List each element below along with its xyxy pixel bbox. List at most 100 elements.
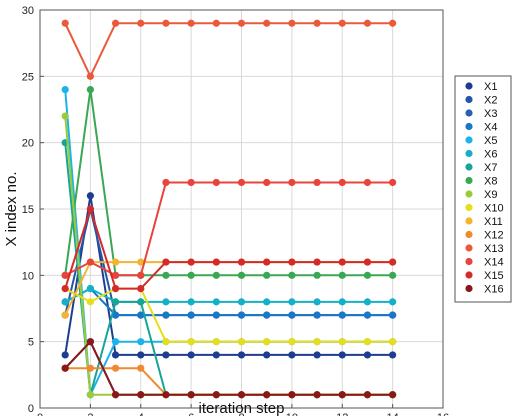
- x-tick-label: 4: [138, 412, 144, 416]
- data-point: [61, 19, 69, 27]
- data-point: [86, 338, 94, 346]
- data-point: [338, 311, 346, 319]
- data-point: [237, 391, 246, 399]
- legend-marker: [465, 257, 473, 266]
- data-point: [86, 192, 94, 200]
- data-point: [212, 391, 220, 399]
- legend-label: X2: [484, 95, 497, 107]
- data-point: [86, 391, 94, 399]
- series-x1: [61, 192, 397, 359]
- data-point: [162, 19, 170, 27]
- x-tick-label: 12: [336, 412, 348, 416]
- y-tick-label: 30: [22, 5, 34, 17]
- data-point: [86, 298, 94, 306]
- data-point: [338, 338, 346, 346]
- data-point: [237, 351, 246, 359]
- data-point: [389, 19, 397, 27]
- data-point: [338, 271, 346, 279]
- data-point: [111, 364, 120, 372]
- data-point: [187, 19, 195, 27]
- legend-item: X4: [465, 122, 497, 134]
- data-point: [111, 338, 120, 346]
- legend-label: X13: [484, 243, 504, 255]
- data-point: [237, 298, 246, 306]
- legend-marker: [465, 217, 473, 225]
- data-point: [212, 258, 220, 266]
- data-point: [363, 298, 372, 306]
- data-point: [288, 298, 296, 306]
- data-point: [338, 351, 346, 359]
- data-point: [313, 258, 321, 266]
- data-point: [263, 298, 271, 306]
- legend-item: X8: [465, 176, 497, 188]
- series-x15: [61, 205, 397, 293]
- legend-marker: [465, 284, 473, 293]
- series-x14: [61, 178, 397, 279]
- data-point: [263, 271, 271, 279]
- data-point: [338, 298, 346, 306]
- series-line: [64, 287, 393, 317]
- series-line: [64, 208, 393, 290]
- data-point: [313, 178, 321, 187]
- x-tick-label: 16: [437, 412, 449, 416]
- data-point: [137, 285, 145, 293]
- data-point: [137, 298, 145, 306]
- x-axis-label: iteration step: [199, 400, 285, 416]
- data-point: [61, 86, 69, 94]
- data-point: [86, 258, 94, 266]
- data-point: [313, 271, 321, 279]
- data-point: [86, 72, 94, 80]
- data-point: [111, 391, 120, 399]
- data-point: [263, 391, 271, 399]
- x-tick-label: 14: [387, 412, 399, 416]
- data-point: [137, 364, 145, 372]
- data-point: [363, 311, 372, 319]
- data-point: [237, 311, 246, 319]
- data-point: [162, 311, 170, 319]
- data-point: [363, 271, 372, 279]
- data-point: [111, 19, 120, 27]
- legend-item: X3: [465, 108, 497, 120]
- data-point: [187, 178, 195, 187]
- y-tick-label: 5: [28, 337, 34, 349]
- x-tick-label: 10: [286, 412, 298, 416]
- data-point: [212, 338, 220, 346]
- data-point: [263, 258, 271, 266]
- legend-label: X4: [484, 122, 497, 134]
- data-point: [162, 351, 170, 359]
- x-axis: 0 2 4 6 8 10 12 14 16: [37, 404, 449, 416]
- legend-item: X14: [465, 257, 504, 269]
- data-point: [288, 178, 296, 187]
- data-point: [313, 351, 321, 359]
- y-axis: 0 5 10 15 20 25 30: [22, 5, 44, 415]
- legend-box: [454, 75, 512, 303]
- legend-label: X10: [484, 203, 504, 215]
- data-point: [389, 298, 397, 306]
- x-tick-label: 0: [37, 412, 43, 416]
- y-tick-label: 10: [22, 270, 34, 282]
- data-point: [363, 19, 372, 27]
- y-tick-label: 20: [22, 138, 34, 150]
- legend-label: X9: [484, 189, 497, 201]
- series-layer: [61, 19, 397, 399]
- legend-item: X2: [465, 95, 497, 107]
- data-point: [389, 351, 397, 359]
- y-tick-label: 0: [28, 403, 34, 415]
- legend-label: X3: [484, 108, 497, 120]
- legend-item: X10: [465, 203, 504, 215]
- legend-label: X7: [484, 162, 497, 174]
- data-point: [313, 298, 321, 306]
- data-point: [237, 338, 246, 346]
- data-point: [86, 205, 94, 213]
- data-point: [313, 19, 321, 27]
- legend-item: X13: [465, 243, 504, 255]
- legend-marker: [465, 109, 473, 117]
- data-point: [389, 271, 397, 279]
- legend-marker: [465, 244, 473, 252]
- series-line: [64, 340, 393, 396]
- series-x16: [61, 338, 397, 399]
- data-point: [61, 271, 69, 279]
- data-point: [212, 271, 220, 279]
- legend-item: X1: [465, 81, 497, 93]
